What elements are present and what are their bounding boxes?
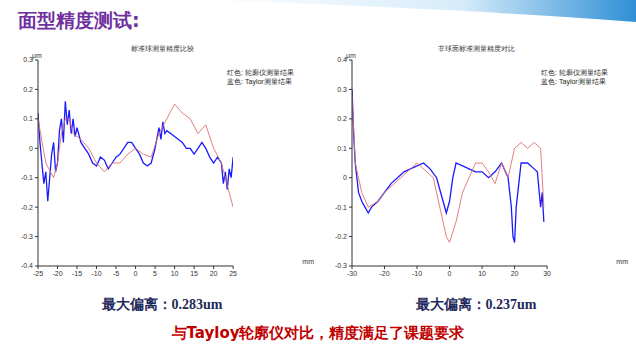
- svg-text:0.2: 0.2: [337, 115, 347, 122]
- svg-text:-0.2: -0.2: [335, 233, 347, 240]
- svg-text:30: 30: [543, 270, 551, 277]
- svg-text:0: 0: [134, 270, 138, 277]
- svg-text:0.2: 0.2: [23, 86, 33, 93]
- html-text:标准球测量精度比较: 标准球测量精度比较: [130, 45, 194, 52]
- svg-text:0: 0: [448, 270, 452, 277]
- html-text:μm: μm: [346, 52, 356, 59]
- svg-text:0.1: 0.1: [337, 145, 347, 152]
- html-text:μm: μm: [32, 52, 42, 59]
- html-text:mm: mm: [616, 258, 628, 265]
- svg-text:20: 20: [210, 270, 218, 277]
- svg-text:0.1: 0.1: [23, 115, 33, 122]
- svg-text:-5: -5: [113, 270, 119, 277]
- html-text:非球面标准测量精度对比: 非球面标准测量精度对比: [437, 45, 515, 52]
- svg-text:-10: -10: [91, 270, 101, 277]
- svg-text:0: 0: [343, 174, 347, 181]
- html-text:最大偏离：0.237um: 最大偏离：0.237um: [415, 297, 537, 312]
- svg-text:10: 10: [171, 270, 179, 277]
- html-text:mm: mm: [302, 258, 314, 265]
- svg-text:-0.3: -0.3: [335, 262, 347, 269]
- svg-text:-25: -25: [33, 270, 43, 277]
- svg-text:-0.1: -0.1: [335, 204, 347, 211]
- svg-text:25: 25: [229, 270, 237, 277]
- svg-text:0.4: 0.4: [337, 56, 347, 63]
- svg-text:-20: -20: [52, 270, 62, 277]
- html-text:面型精度测试:: 面型精度测试:: [18, 9, 140, 31]
- html-text:蓝色: Taylor测量结果: 蓝色: Taylor测量结果: [541, 78, 606, 85]
- svg-text:-15: -15: [72, 270, 82, 277]
- svg-text:0: 0: [29, 145, 33, 152]
- svg-text:0.3: 0.3: [23, 56, 33, 63]
- html-text:红色: 轮廓仪测量结果: 红色: 轮廓仪测量结果: [541, 69, 608, 76]
- svg-text:-0.1: -0.1: [21, 174, 33, 181]
- svg-text:-0.4: -0.4: [21, 262, 33, 269]
- html-text:蓝色: Taylor测量结果: 蓝色: Taylor测量结果: [227, 78, 292, 85]
- html-text:最大偏离：0.283um: 最大偏离：0.283um: [101, 297, 223, 312]
- svg-text:-0.2: -0.2: [21, 204, 33, 211]
- svg-text:20: 20: [511, 270, 519, 277]
- svg-text:5: 5: [153, 270, 157, 277]
- svg-text:-0.3: -0.3: [21, 233, 33, 240]
- svg-text:10: 10: [478, 270, 486, 277]
- html-text:与Tayloy轮廓仪对比，精度满足了课题要求: 与Tayloy轮廓仪对比，精度满足了课题要求: [171, 324, 465, 342]
- svg-text:-10: -10: [412, 270, 422, 277]
- html-text:红色: 轮廓仪测量结果: 红色: 轮廓仪测量结果: [227, 69, 294, 76]
- svg-text:-30: -30: [347, 270, 357, 277]
- svg-text:15: 15: [190, 270, 198, 277]
- svg-text:-20: -20: [379, 270, 389, 277]
- svg-text:0.3: 0.3: [337, 86, 347, 93]
